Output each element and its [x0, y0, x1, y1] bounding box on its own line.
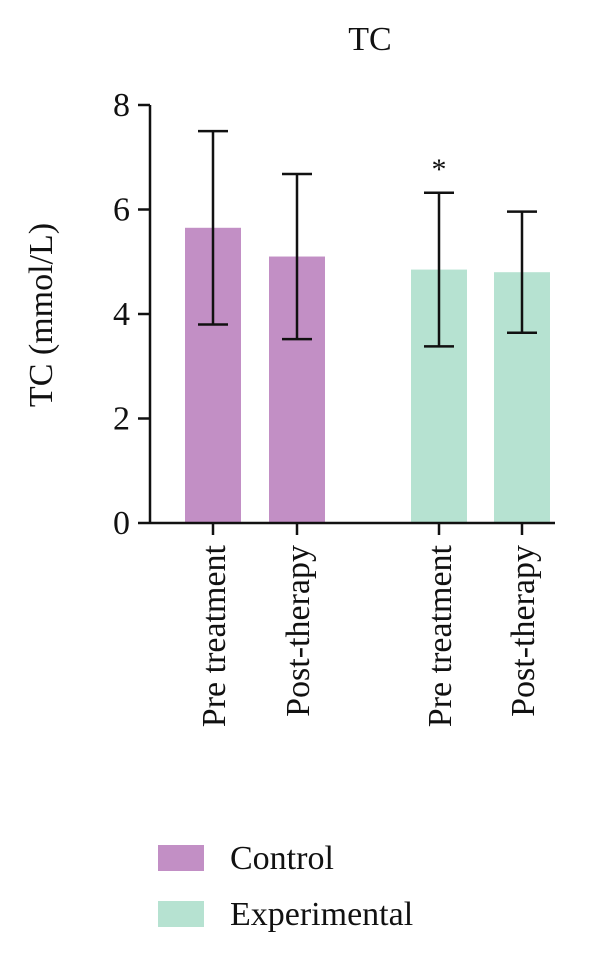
significance-marker: * [432, 153, 447, 186]
y-tick-label: 2 [113, 401, 130, 438]
y-axis: 0 2 4 6 8 [113, 87, 152, 542]
y-tick-label: 0 [113, 505, 130, 542]
legend-label: Control [230, 840, 334, 877]
error-bars: * [198, 129, 537, 348]
y-tick-label: 8 [113, 87, 130, 124]
y-axis-label: TC (mmol/L) [23, 223, 60, 407]
x-tick-label: Pre treatment [196, 544, 233, 727]
legend-swatch [158, 901, 204, 927]
x-axis: Pre treatment Post-therapy Pre treatment Po… [150, 521, 555, 727]
legend: Control Experimental [158, 840, 413, 933]
legend-label: Experimental [230, 896, 413, 933]
bars [185, 227, 550, 523]
chart-title: TC [348, 21, 391, 58]
x-tick-label: Post-therapy [280, 545, 317, 717]
legend-swatch [158, 845, 204, 871]
y-tick-label: 6 [113, 192, 130, 229]
x-tick-label: Pre treatment [422, 544, 459, 727]
y-tick-label: 4 [113, 296, 130, 333]
x-tick-label: Post-therapy [505, 545, 542, 717]
